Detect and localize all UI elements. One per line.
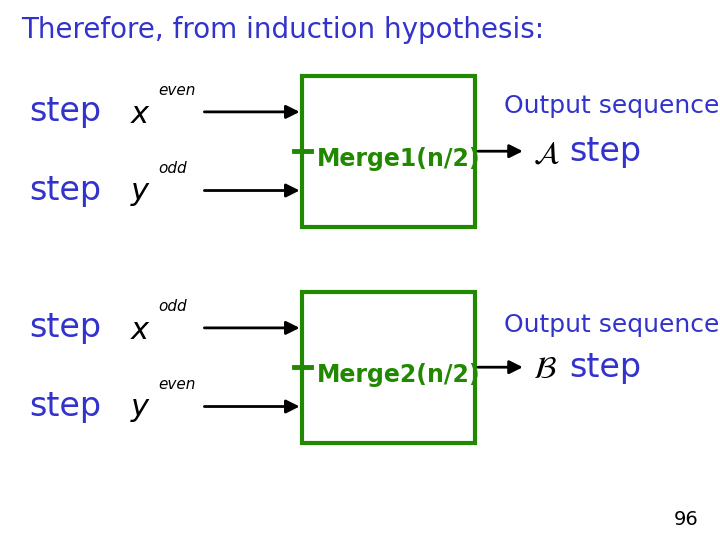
Text: step: step — [569, 134, 641, 168]
Bar — [302, 76, 475, 227]
Text: step: step — [29, 174, 101, 207]
Text: step: step — [569, 350, 641, 384]
Bar — [302, 292, 475, 443]
Text: Merge2(n/2): Merge2(n/2) — [317, 363, 480, 387]
Text: $\mathit{y}$: $\mathit{y}$ — [130, 395, 150, 424]
Text: step: step — [29, 96, 101, 129]
Text: step: step — [29, 312, 101, 345]
Text: $\mathcal{A}$: $\mathcal{A}$ — [533, 139, 559, 168]
Text: even: even — [158, 83, 196, 98]
Text: odd: odd — [158, 161, 187, 177]
Text: Therefore, from induction hypothesis:: Therefore, from induction hypothesis: — [22, 16, 545, 44]
Text: $\mathit{y}$: $\mathit{y}$ — [130, 179, 150, 208]
Text: Output sequence: Output sequence — [504, 313, 719, 337]
Text: odd: odd — [158, 299, 187, 314]
Text: even: even — [158, 377, 196, 393]
Text: Merge1(n/2): Merge1(n/2) — [317, 147, 480, 171]
Text: $\mathit{x}$: $\mathit{x}$ — [130, 316, 150, 345]
Text: Output sequence: Output sequence — [504, 94, 719, 118]
Text: $\mathit{x}$: $\mathit{x}$ — [130, 100, 150, 129]
Text: 96: 96 — [674, 510, 698, 529]
Text: $\mathcal{B}$: $\mathcal{B}$ — [533, 355, 557, 384]
Text: step: step — [29, 390, 101, 423]
